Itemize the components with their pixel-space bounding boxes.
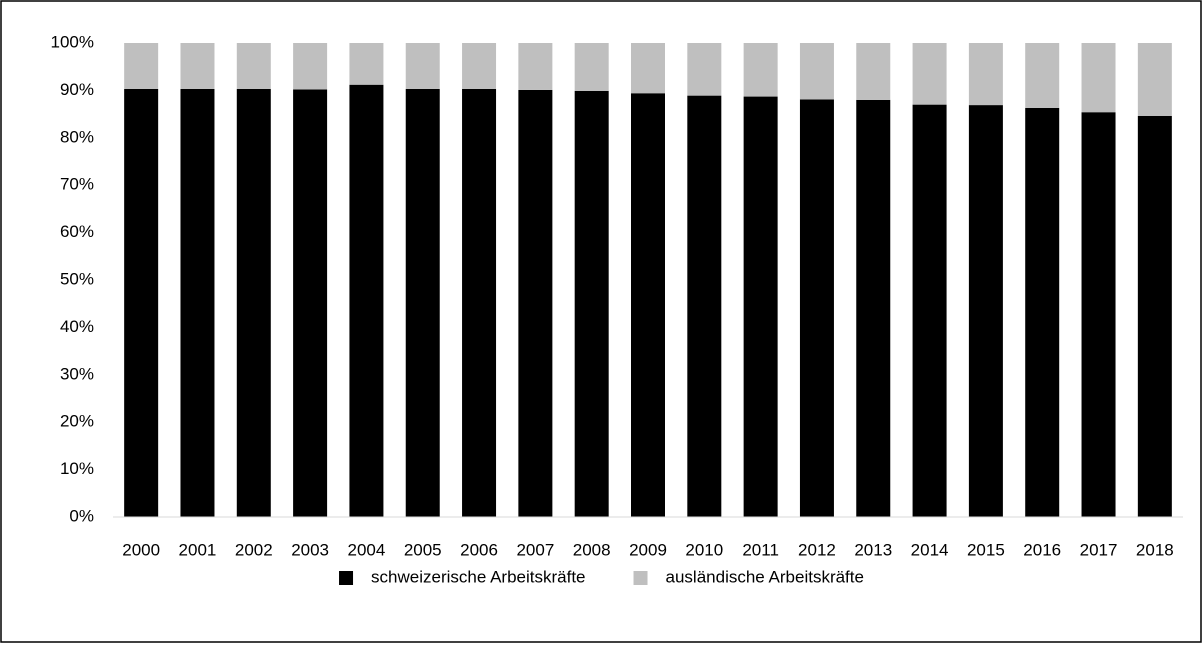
x-tick-label: 2008 [573, 540, 611, 559]
bar-segment [180, 88, 215, 517]
legend-swatch [339, 571, 354, 585]
y-tick-label: 0% [69, 506, 94, 525]
bar-segment [1025, 107, 1060, 518]
y-tick-label: 50% [60, 269, 94, 288]
bar-segment [236, 43, 271, 89]
x-tick-label: 2003 [291, 540, 329, 559]
x-tick-label: 2007 [516, 540, 554, 559]
bar-segment [1081, 112, 1116, 517]
bar-segment [1081, 43, 1116, 113]
y-tick-label: 70% [60, 175, 94, 194]
bar-segment [405, 43, 440, 89]
bar-segment [574, 90, 609, 518]
bar-segment [743, 96, 778, 517]
x-tick-label: 2012 [798, 540, 836, 559]
y-tick-label: 60% [60, 222, 94, 241]
bar-segment [405, 88, 440, 517]
x-tick-label: 2000 [122, 540, 160, 559]
bar-segment [124, 43, 159, 89]
x-tick-label: 2005 [404, 540, 442, 559]
bar-segment [743, 43, 778, 97]
bar-segment [968, 105, 1003, 518]
bar-segment [912, 43, 947, 105]
bar-segment [293, 89, 328, 518]
bar-segment [631, 93, 665, 517]
bar-segment [1137, 115, 1172, 517]
bar-segment [349, 43, 384, 85]
x-tick-label: 2015 [967, 540, 1005, 559]
bar-segment [799, 99, 834, 517]
bar-segment [631, 43, 665, 94]
bar-segment [1025, 43, 1060, 108]
bar-segment [912, 104, 947, 518]
bar-segment [518, 43, 553, 90]
bar-segment [293, 43, 328, 90]
bar-segment [236, 88, 271, 517]
x-tick-label: 2018 [1136, 540, 1174, 559]
y-tick-label: 40% [60, 317, 94, 336]
bar-segment [462, 88, 497, 517]
bar-segment [687, 95, 722, 517]
bar-segment [968, 43, 1003, 106]
x-tick-label: 2001 [179, 540, 217, 559]
x-tick-label: 2004 [348, 540, 386, 559]
bar-segment [574, 43, 609, 91]
x-tick-label: 2017 [1080, 540, 1118, 559]
x-tick-label: 2006 [460, 540, 498, 559]
legend-label: schweizerische Arbeitskräfte [371, 567, 585, 586]
bar-segment [856, 99, 891, 517]
bar-segment [1137, 43, 1172, 116]
x-tick-label: 2013 [854, 540, 892, 559]
y-tick-label: 30% [60, 364, 94, 383]
bar-segment [124, 88, 159, 517]
bar-segment [180, 43, 215, 89]
bar-segment [799, 43, 834, 100]
y-tick-label: 10% [60, 459, 94, 478]
x-tick-label: 2010 [685, 540, 723, 559]
legend-label: ausländische Arbeitskräfte [666, 567, 864, 586]
legend-swatch [633, 571, 648, 585]
bar-segment [687, 43, 722, 96]
y-tick-label: 20% [60, 412, 94, 431]
y-tick-label: 90% [60, 80, 94, 99]
x-tick-label: 2016 [1023, 540, 1061, 559]
bar-segment [349, 84, 384, 517]
bar-segment [856, 43, 891, 100]
x-tick-label: 2009 [629, 540, 667, 559]
x-tick-label: 2002 [235, 540, 273, 559]
x-tick-label: 2014 [911, 540, 949, 559]
x-tick-label: 2011 [742, 540, 779, 559]
y-tick-label: 80% [60, 127, 94, 146]
bar-segment [462, 43, 497, 89]
y-tick-label: 100% [51, 32, 94, 51]
bar-segment [518, 89, 553, 518]
